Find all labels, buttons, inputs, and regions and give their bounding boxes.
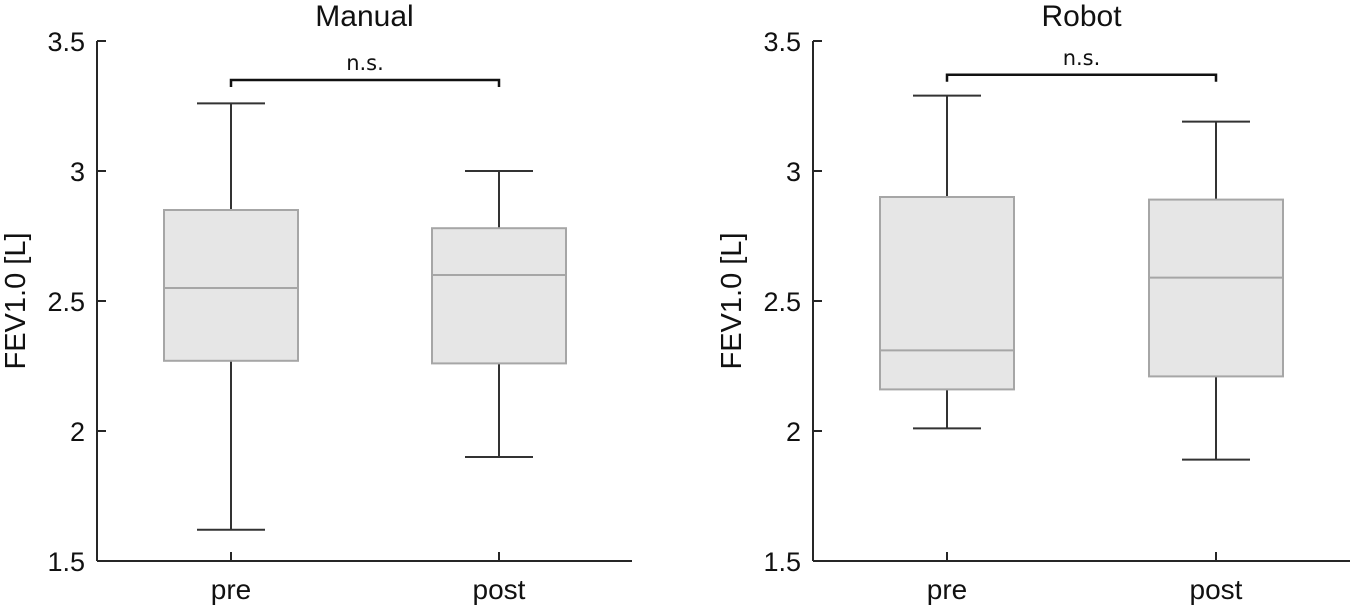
y-tick-label: 2.5 [47,287,85,317]
robot-panel: Robot FEV1.0 [L] 1.5 2 2.5 3 3.5 pre post n.s. [716,0,1350,605]
y-tick-label: 2 [786,417,801,447]
interquartile-box [879,196,1015,391]
box-pre [163,102,299,531]
y-axis-label: FEV1.0 [L] [0,232,32,369]
interquartile-box [431,227,567,365]
significance-label: n.s. [346,51,384,75]
significance-label: n.s. [1063,46,1101,70]
x-tick-label-post: post [1190,574,1243,605]
interquartile-box [163,209,299,362]
x-tick-label-post: post [473,574,526,605]
y-tick-label: 2 [70,417,85,447]
x-tick-label-pre: pre [927,574,967,605]
manual-panel: Manual FEV1.0 [L] 1.5 2 2.5 3 3.5 pre post n.s. [0,0,632,605]
box-pre [879,94,1015,430]
y-tick-label: 1.5 [763,547,801,577]
significance-bracket [945,73,1218,82]
chart-title: Manual [315,0,413,33]
y-tick-label: 3 [786,157,801,187]
significance-bracket [229,78,501,87]
y-tick-label: 2.5 [763,287,801,317]
box-post [431,170,567,458]
x-tick-label-pre: pre [211,574,251,605]
chart-title: Robot [1041,0,1122,33]
y-tick-label: 3.5 [47,27,85,57]
y-tick-label: 3 [70,157,85,187]
y-tick-label: 3.5 [763,27,801,57]
box-post [1148,120,1284,461]
y-tick-label: 1.5 [47,547,85,577]
interquartile-box [1148,198,1284,378]
y-axis-label: FEV1.0 [L] [716,232,748,369]
